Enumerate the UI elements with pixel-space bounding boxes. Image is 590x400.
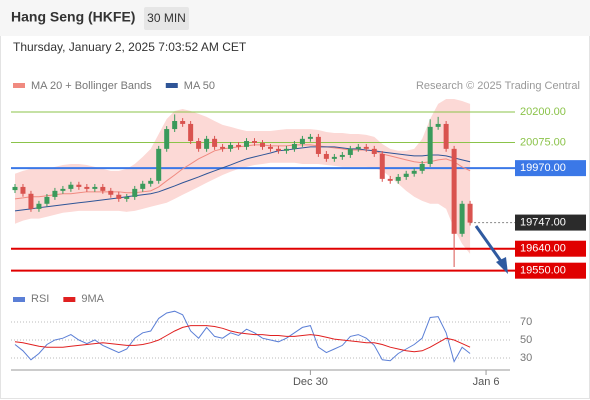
legend-swatch	[63, 297, 76, 302]
candle-body	[92, 186, 98, 189]
header-bar	[0, 0, 590, 36]
candle-body	[387, 178, 393, 181]
x-tick-label: Jan 6	[473, 376, 500, 388]
legend-swatch	[165, 83, 178, 88]
title: Hang Seng (HKFE)	[11, 9, 135, 25]
candle-body	[347, 148, 353, 155]
indicator-line	[14, 325, 471, 353]
candle-body	[419, 163, 425, 171]
candle-body	[132, 188, 138, 197]
legend-label: MA 50	[184, 80, 215, 92]
candle-body	[68, 184, 74, 189]
candle-body	[427, 126, 433, 164]
candle-body	[116, 194, 122, 199]
moving-average	[14, 146, 471, 212]
candle-body	[36, 203, 42, 209]
candle-body	[459, 203, 465, 234]
candle-body	[172, 121, 178, 130]
candle-body	[244, 141, 250, 147]
candle-body	[443, 123, 449, 149]
candle-body	[204, 138, 210, 149]
candle-body	[196, 141, 202, 149]
legend-label: MA 20 + Bollinger Bands	[31, 80, 152, 92]
legend-swatch	[13, 297, 25, 302]
candle-body	[339, 154, 345, 157]
indicator-line	[14, 310, 471, 363]
candle-body	[267, 146, 273, 149]
candle-body	[220, 146, 226, 149]
candle-body	[76, 184, 82, 187]
candle-body	[331, 156, 337, 159]
level-box	[515, 240, 586, 257]
level-label: 19747.00	[520, 216, 566, 228]
candle-body	[44, 196, 50, 204]
candle-body	[315, 136, 321, 154]
candle-body	[20, 186, 26, 194]
level-label: 19640.00	[520, 243, 566, 255]
candle-body	[52, 190, 58, 197]
candle-body	[379, 153, 385, 179]
candle-body	[12, 186, 18, 191]
arrow	[474, 225, 505, 265]
moving-average	[14, 144, 471, 200]
candle-body	[188, 123, 194, 142]
candle-body	[28, 193, 34, 209]
candle-body	[236, 144, 242, 147]
candle-body	[395, 176, 401, 181]
candle-body	[108, 190, 114, 195]
source: Research © 2025 Trading Central	[416, 80, 580, 92]
level-label: 19550.00	[520, 265, 566, 277]
legend-label: RSI	[31, 293, 49, 305]
candle-body	[60, 188, 66, 191]
candle-body	[259, 142, 265, 147]
candle-body	[435, 123, 441, 127]
level-label: 19970.00	[520, 162, 566, 174]
level-label: 20075.00	[520, 136, 566, 148]
candle-body	[212, 138, 218, 147]
timestamp: Thursday, January 2, 2025 7:03:52 AM CET	[13, 40, 247, 54]
candle-body	[355, 146, 361, 149]
candle-body	[156, 148, 162, 181]
candle-body	[323, 153, 329, 159]
arrow-head	[496, 257, 508, 274]
x-tick-label: Dec 30	[293, 376, 328, 388]
bollinger-band	[14, 99, 471, 254]
level-box	[515, 262, 586, 279]
level-box	[515, 160, 586, 177]
candle-body	[291, 143, 297, 149]
y-tick-label: 70	[520, 316, 532, 328]
y-tick-label: 50	[520, 334, 532, 346]
candle-body	[467, 203, 473, 223]
candle-body	[307, 136, 313, 139]
candle-body	[228, 144, 234, 149]
legend-label: 9MA	[81, 293, 104, 305]
level-label: 20200.00	[520, 106, 566, 118]
legend-swatch	[13, 83, 25, 88]
candle-body	[411, 170, 417, 174]
candle-body	[299, 138, 305, 144]
candle-body	[164, 129, 170, 149]
candle-body	[363, 146, 369, 149]
candle-body	[252, 141, 258, 143]
interval-button[interactable]	[144, 7, 189, 30]
candle-body	[140, 183, 146, 189]
candle-body	[84, 186, 90, 189]
candle-body	[451, 148, 457, 234]
level-box	[515, 214, 586, 231]
candle-body	[148, 180, 154, 184]
candle-body	[180, 121, 186, 124]
candle-body	[403, 173, 409, 177]
candle-body	[124, 196, 130, 199]
y-tick-label: 30	[520, 352, 532, 364]
candle-body	[283, 148, 289, 151]
candle-body	[100, 186, 106, 191]
candle-body	[371, 148, 377, 154]
candle-body	[275, 148, 281, 151]
interval-label[interactable]: 30 MIN	[147, 11, 186, 25]
